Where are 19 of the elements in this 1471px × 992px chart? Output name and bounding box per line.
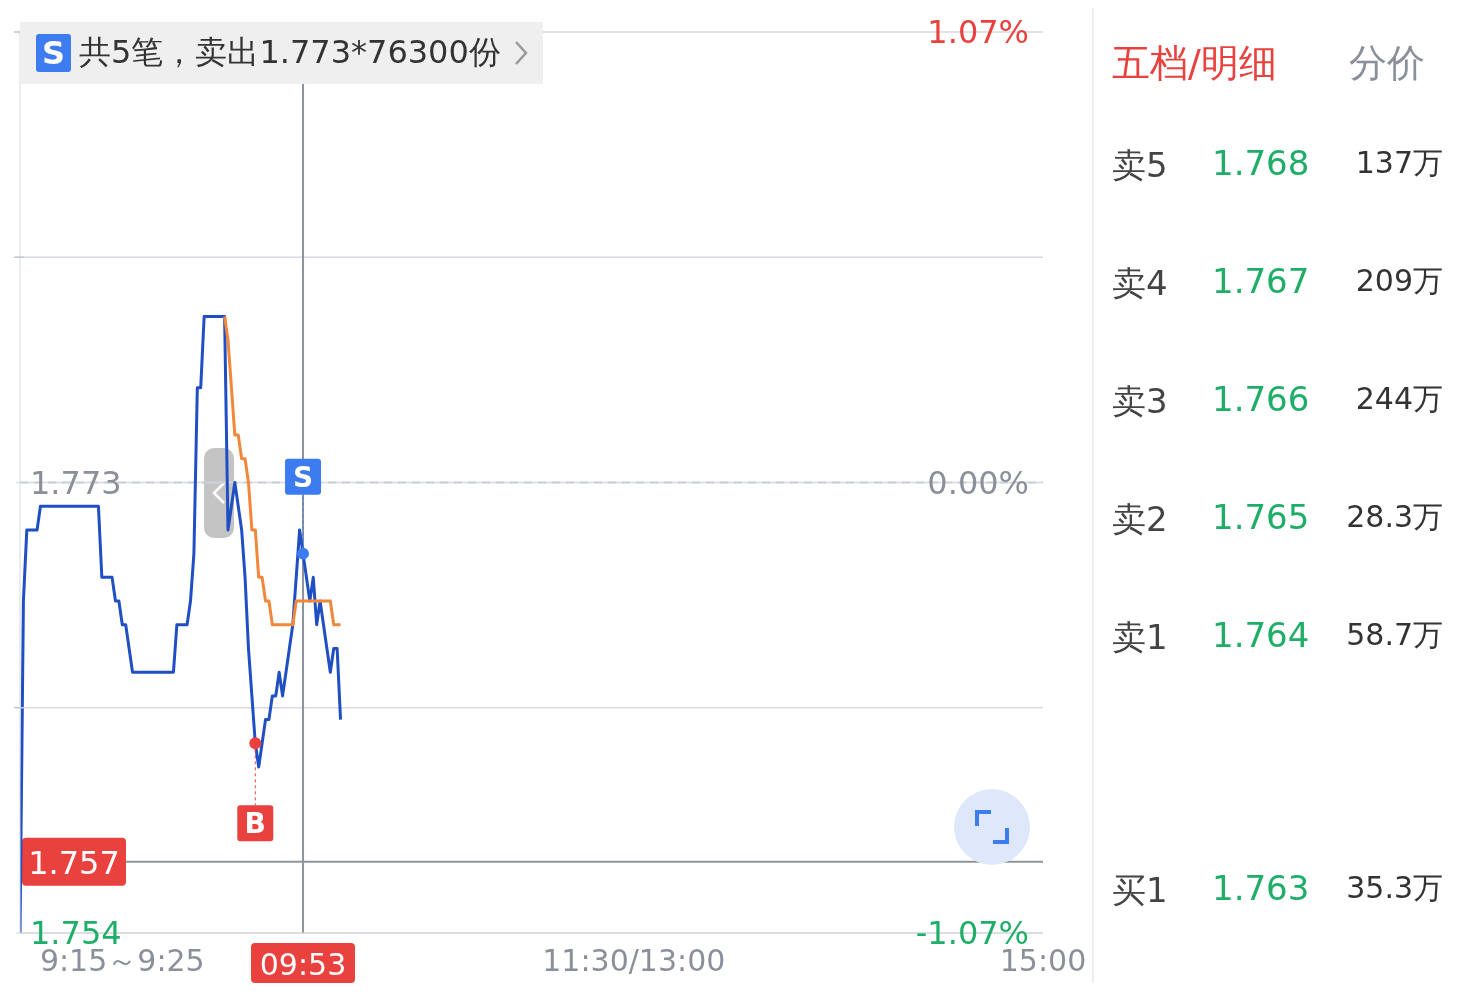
y-tick-label: 1.773 [30, 463, 122, 502]
text: 分价 [1349, 40, 1425, 87]
text: 卖3 1.766 244万 [1112, 379, 1443, 421]
x-tick-label: 09:53 [259, 947, 347, 982]
text: 卖2 1.765 28.3万 [1112, 497, 1443, 539]
line-series [223, 315, 343, 627]
text: 卖5 1.768 137万 [1112, 143, 1443, 185]
annotation: 共5笔，卖出1.773*76300份 [79, 32, 501, 73]
text: 买1 1.763 35.3万 [1112, 868, 1443, 910]
annotation: S [36, 34, 72, 72]
ref-line-label: 1.757 [28, 843, 120, 882]
x-tick-label: 11:30/13:00 [542, 943, 726, 978]
y2-tick-label: 1.07% [927, 13, 1029, 51]
text: 卖1 1.764 58.7万 [1112, 615, 1443, 657]
text: 卖4 1.767 209万 [1112, 261, 1443, 303]
text: 五档/明细 [1112, 40, 1277, 87]
annotation: B [244, 807, 266, 841]
y2-tick-label: 0.00% [927, 463, 1029, 502]
annotation: S [292, 460, 314, 494]
